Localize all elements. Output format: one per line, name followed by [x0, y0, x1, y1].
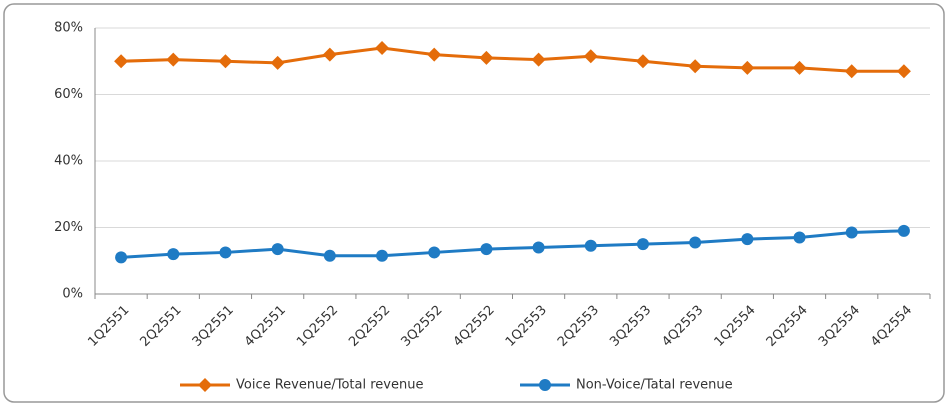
point — [792, 60, 807, 75]
point — [270, 55, 285, 70]
point — [375, 40, 390, 55]
y-tick-label: 60% — [54, 87, 83, 102]
point — [689, 236, 702, 249]
point — [376, 249, 389, 262]
y-tick-label: 80% — [54, 21, 83, 36]
series-line — [120, 229, 904, 259]
point — [740, 60, 755, 75]
legend-label: Voice Revenue/Total revenue — [236, 378, 423, 393]
point — [115, 251, 128, 264]
point — [897, 224, 910, 237]
y-tick-label: 20% — [54, 220, 83, 235]
point — [480, 243, 493, 256]
point — [688, 59, 703, 74]
chart-border — [3, 3, 945, 403]
point — [219, 246, 232, 259]
point — [198, 378, 212, 392]
point — [479, 50, 494, 65]
point — [741, 233, 754, 246]
point — [793, 231, 806, 244]
point — [635, 54, 650, 69]
point — [427, 47, 442, 62]
point — [636, 238, 649, 251]
point — [896, 64, 911, 79]
point — [531, 52, 546, 67]
series-line — [121, 46, 904, 73]
point — [539, 379, 551, 391]
point — [218, 54, 233, 69]
point — [114, 54, 129, 69]
point — [166, 52, 181, 67]
point — [845, 226, 858, 239]
point — [322, 47, 337, 62]
point — [584, 239, 597, 252]
point — [844, 64, 859, 79]
point — [167, 248, 180, 261]
y-tick-label: 0% — [62, 287, 83, 302]
point — [532, 241, 545, 254]
point — [271, 243, 284, 256]
point — [583, 49, 598, 64]
point — [428, 246, 441, 259]
point — [323, 249, 336, 262]
y-tick-label: 40% — [54, 154, 83, 169]
legend-label: Non-Voice/Tatal revenue — [576, 378, 733, 393]
